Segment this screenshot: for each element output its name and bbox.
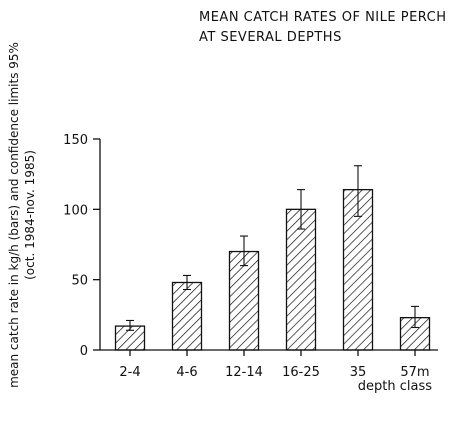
x-axis-label: depth class [358, 379, 432, 394]
chart-title-line-2: AT SEVERAL DEPTHS [199, 30, 342, 45]
x-tick-label: 16-25 [282, 365, 320, 380]
y-axis-label-line-2: (oct. 1984-nov. 1985) [23, 150, 37, 280]
tick-labels: 0 50 100 150 2-4 4-6 12-14 16-25 35 57m [63, 133, 429, 380]
x-tick-label: 2-4 [119, 365, 140, 380]
chart-title-line-1: MEAN CATCH RATES OF NILE PERCH [199, 10, 447, 25]
axes [93, 138, 438, 356]
y-tick-label: 150 [63, 133, 88, 148]
y-tick-label: 0 [80, 344, 88, 359]
bar-4-6 [171, 281, 203, 351]
x-tick-label: 12-14 [225, 365, 263, 380]
bar-57m [399, 316, 431, 351]
y-axis-label-line-1: mean catch rate in kg/h (bars) and confi… [7, 42, 21, 388]
bars [114, 188, 431, 351]
y-tick-label: 50 [71, 274, 88, 289]
x-tick-label: 35 [350, 365, 367, 380]
x-tick-label: 57m [400, 365, 429, 380]
y-axis-label-group: mean catch rate in kg/h (bars) and confi… [7, 42, 37, 388]
bar-12-14 [228, 250, 260, 351]
error-bars [126, 165, 419, 331]
bar-16-25 [285, 208, 317, 351]
y-tick-label: 100 [63, 203, 88, 218]
x-tick-label: 4-6 [176, 365, 197, 380]
